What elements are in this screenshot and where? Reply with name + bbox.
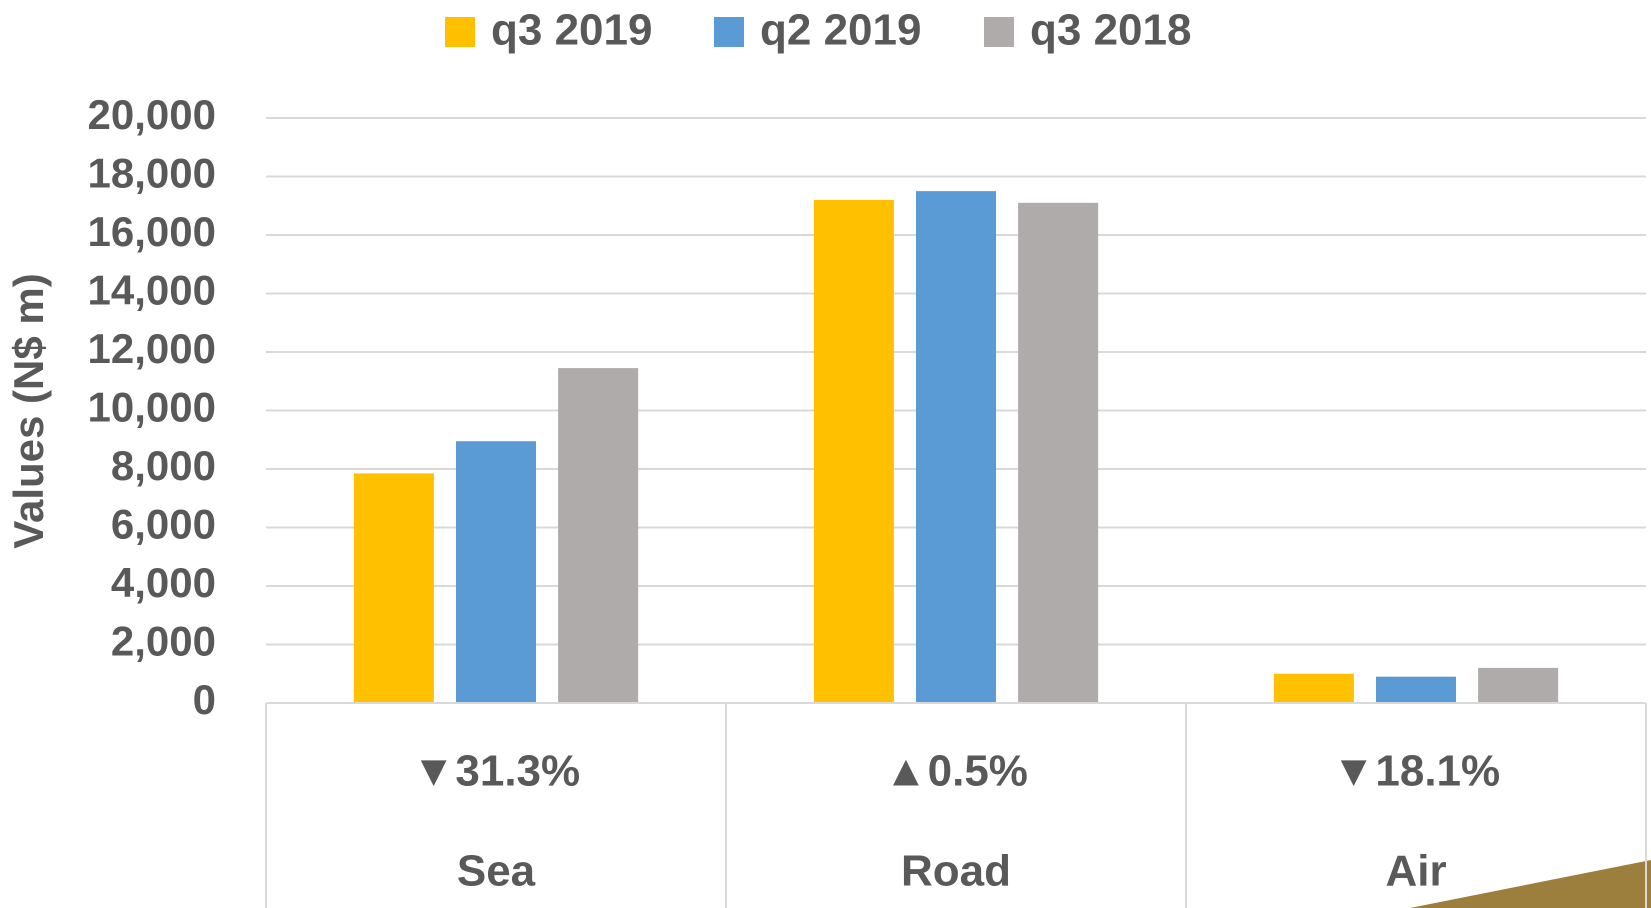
y-tick-label: 6,000 [111,501,216,548]
bar [915,191,997,703]
bar [1273,673,1354,703]
legend-swatch [984,17,1014,47]
y-tick-label: 16,000 [88,208,216,255]
bar [1018,202,1099,703]
y-tick-label: 4,000 [111,559,216,606]
x-tick-label: Air [1385,847,1446,896]
legend-swatch [714,17,744,47]
category-annotation: ▼31.3% [412,747,580,796]
y-tick-label: 8,000 [111,442,216,489]
legend-label: q3 2018 [1030,6,1191,55]
legend-label: q3 2019 [491,6,652,55]
y-tick-label: 12,000 [88,325,216,372]
x-tick-label: Road [901,847,1011,896]
legend-swatch [445,17,475,47]
x-tick-label: Sea [457,847,536,896]
category-annotation: ▲0.5% [884,747,1028,796]
bar [558,368,639,703]
y-tick-label: 10,000 [88,384,216,431]
y-tick-label: 18,000 [88,150,216,197]
bar [1375,676,1457,703]
category-annotation: ▼18.1% [1332,747,1500,796]
bar [1478,667,1559,703]
y-tick-label: 14,000 [88,267,216,314]
y-tick-label: 0 [193,676,216,723]
legend-label: q2 2019 [760,6,921,55]
bar [813,199,894,703]
bar [353,473,434,703]
y-axis-label: Values (N$ m) [5,273,52,548]
decoration [1410,860,1651,908]
y-tick-label: 20,000 [88,91,216,138]
bar [455,441,537,703]
y-tick-label: 2,000 [111,618,216,665]
